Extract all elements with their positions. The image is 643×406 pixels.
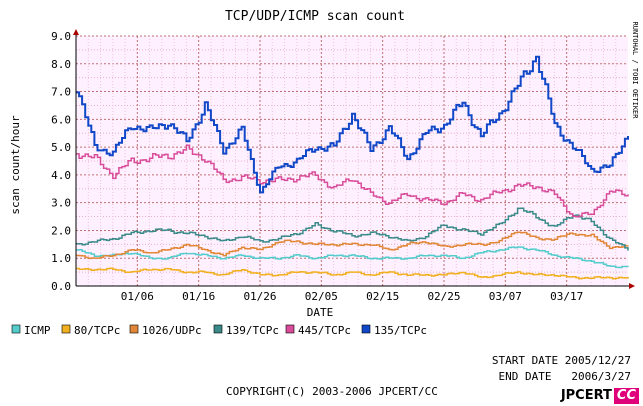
y-tick-label: 8.0 (51, 58, 71, 71)
legend-swatch (11, 324, 21, 334)
start-date-label: START DATE (491, 354, 559, 367)
y-axis-ticks: 0.0 1.0 2.0 3.0 4.0 5.0 6.0 7.0 8.0 9.0 (51, 30, 71, 293)
legend-item: 445/TCPc (285, 324, 351, 337)
legend-label: 139/TCPc (226, 324, 279, 337)
jpcert-logo: JPCERT CC (559, 388, 639, 404)
y-tick-label: 4.0 (51, 169, 71, 182)
chart-title: TCP/UDP/ICMP scan count (225, 9, 405, 24)
logo-cc-text: CC (613, 388, 639, 404)
start-date-value: 2005/12/27 (564, 354, 631, 367)
x-axis-ticks: 01/06 01/16 01/26 02/05 02/15 02/25 03/07 03/17 (121, 290, 583, 303)
legend-label: ICMP (24, 324, 51, 337)
y-tick-label: 7.0 (51, 86, 71, 99)
legend-item: 139/TCPc (213, 324, 279, 337)
x-tick-label: 03/07 (489, 290, 522, 303)
axes (73, 29, 635, 289)
watermark-label: RUNTOHAL / TOBI OETIKER (631, 22, 639, 120)
x-tick-label: 01/06 (121, 290, 154, 303)
end-date-value: 2006/3/27 (571, 370, 631, 383)
y-tick-label: 3.0 (51, 197, 71, 210)
legend-label: 135/TCPc (374, 324, 427, 337)
legend-label: 445/TCPc (298, 324, 351, 337)
series-line-139-tcpc (76, 207, 629, 251)
legend-swatch (361, 324, 371, 334)
legend-swatch (213, 324, 223, 334)
series-lines (76, 55, 629, 280)
series-line-445-tcpc (76, 144, 629, 218)
legend-item: 1026/UDPc (129, 324, 202, 337)
x-tick-label: 02/05 (305, 290, 338, 303)
series-line-135-tcpc (76, 55, 629, 194)
x-tick-label: 02/25 (427, 290, 460, 303)
legend-swatch (285, 324, 295, 334)
y-tick-label: 9.0 (51, 30, 71, 43)
series-line-1026-udpc (76, 231, 629, 260)
scan-count-chart: TCP/UDP/ICMP scan count scan count/hour … (9, 9, 639, 337)
series-line-icmp (76, 246, 629, 269)
y-tick-label: 0.0 (51, 280, 71, 293)
copyright-text: COPYRIGHT(C) 2003-2006 JPCERT/CC (226, 385, 438, 398)
legend: ICMP 80/TCPc 1026/UDPc 139/TCPc 445/TCPc 135/… (11, 324, 427, 337)
legend-item: 135/TCPc (361, 324, 427, 337)
legend-swatch (129, 324, 139, 334)
x-axis-label: DATE (307, 306, 334, 319)
x-tick-label: 02/15 (366, 290, 399, 303)
legend-label: 1026/UDPc (142, 324, 202, 337)
start-date-row: START DATE 2005/12/27 (492, 354, 631, 367)
y-tick-label: 2.0 (51, 224, 71, 237)
legend-label: 80/TCPc (74, 324, 120, 337)
x-axis-arrow (629, 283, 635, 289)
y-tick-label: 1.0 (51, 252, 71, 265)
end-date-row: END DATE 2006/3/27 (499, 370, 631, 383)
x-tick-label: 01/16 (182, 290, 215, 303)
legend-item: ICMP (11, 324, 51, 337)
legend-swatch (61, 324, 71, 334)
y-axis-arrow (73, 29, 79, 35)
x-tick-label: 03/17 (550, 290, 583, 303)
y-tick-label: 5.0 (51, 141, 71, 154)
series-line-80-tcpc (76, 267, 629, 280)
end-date-label: END DATE (498, 370, 552, 383)
x-tick-label: 01/26 (243, 290, 276, 303)
y-tick-label: 6.0 (51, 113, 71, 126)
y-axis-label: scan count/hour (9, 115, 22, 215)
legend-item: 80/TCPc (61, 324, 120, 337)
logo-jpcert-text: JPCERT (560, 388, 612, 403)
